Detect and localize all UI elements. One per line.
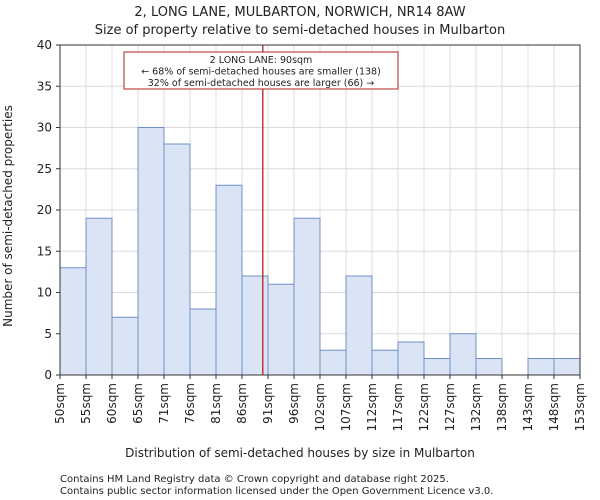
y-tick-label: 40: [37, 38, 52, 52]
x-tick-label: 148sqm: [547, 383, 561, 431]
chart-title: 2, LONG LANE, MULBARTON, NORWICH, NR14 8…: [134, 5, 465, 20]
bar: [371, 349, 399, 376]
bar: [215, 184, 243, 376]
annotation-line: 32% of semi-detached houses are larger (…: [148, 78, 375, 89]
x-tick-label: 71sqm: [157, 383, 171, 424]
y-tick-label: 30: [37, 121, 52, 135]
x-tick-label: 76sqm: [183, 383, 197, 424]
y-tick-label: 5: [44, 327, 52, 341]
x-tick-label: 122sqm: [417, 383, 431, 431]
plot-area: 0 5 10 15 20 25 30 35 40 50sqm 55sqm 60sqm 65sqm 71sq…: [37, 38, 587, 431]
footer-line-2: Contains public sector information licen…: [60, 486, 493, 497]
y-tick-label: 10: [37, 286, 52, 300]
x-tick-label: 91sqm: [261, 383, 275, 424]
footer-line-1: Contains HM Land Registry data © Crown c…: [60, 474, 449, 485]
x-tick-label: 55sqm: [79, 383, 93, 424]
x-tick-label: 60sqm: [105, 383, 119, 424]
y-tick-label: 0: [44, 368, 52, 382]
x-tick-label: 50sqm: [53, 383, 67, 424]
annotation-line: ← 68% of semi-detached houses are smalle…: [141, 67, 381, 78]
x-tick-label: 138sqm: [495, 383, 509, 431]
chart-subtitle: Size of property relative to semi-detach…: [95, 23, 505, 38]
y-axis-label: Number of semi-detached properties: [1, 105, 15, 327]
x-tick-label: 86sqm: [235, 383, 249, 424]
y-tick-label: 25: [37, 162, 52, 176]
x-tick-label: 96sqm: [287, 383, 301, 424]
bar: [553, 358, 581, 376]
x-tick-label: 81sqm: [209, 383, 223, 424]
x-tick-label: 143sqm: [521, 383, 535, 431]
x-tick-label: 132sqm: [469, 383, 483, 431]
bar: [59, 267, 87, 376]
annotation-line: 2 LONG LANE: 90sqm: [210, 55, 313, 66]
bar: [423, 358, 451, 376]
x-tick-label: 65sqm: [131, 383, 145, 424]
x-tick-label: 153sqm: [573, 383, 587, 431]
bar: [163, 143, 191, 376]
bar: [293, 217, 321, 376]
y-tick-label: 15: [37, 244, 52, 258]
bar: [475, 358, 503, 376]
bar: [267, 283, 295, 376]
bar: [137, 127, 165, 376]
bar: [189, 308, 217, 376]
bar: [527, 358, 555, 376]
bar: [241, 275, 269, 376]
bar: [397, 341, 425, 376]
x-tick-label: 117sqm: [391, 383, 405, 431]
x-tick-label: 107sqm: [339, 383, 353, 431]
annotation-box: [123, 51, 399, 90]
bar: [345, 275, 373, 376]
x-axis-label: Distribution of semi-detached houses by …: [125, 446, 475, 460]
y-tick-label: 20: [37, 203, 52, 217]
x-tick-label: 127sqm: [443, 383, 457, 431]
bar: [319, 349, 347, 376]
y-tick-label: 35: [37, 79, 52, 93]
bar: [111, 316, 139, 376]
bar: [449, 333, 477, 376]
x-tick-label: 102sqm: [313, 383, 327, 431]
bar: [85, 217, 113, 376]
x-tick-label: 112sqm: [365, 383, 379, 431]
